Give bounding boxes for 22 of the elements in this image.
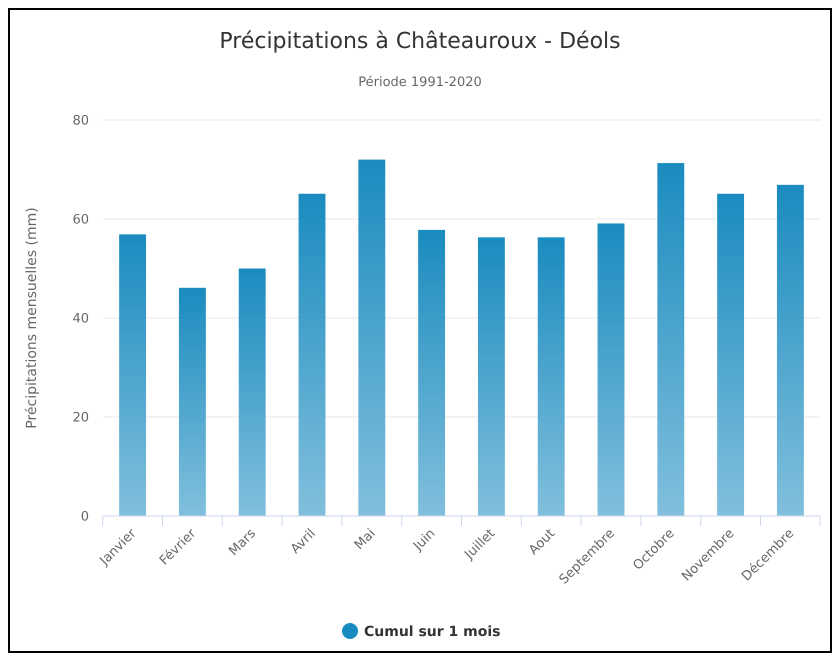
y-tick-label: 40 — [72, 312, 89, 327]
bar — [776, 184, 804, 516]
bar — [238, 268, 266, 516]
y-tick-label: 0 — [80, 510, 89, 525]
bar — [119, 234, 146, 516]
bar — [178, 288, 206, 516]
bar — [478, 237, 505, 516]
bar — [657, 163, 684, 516]
y-tick-label: 80 — [72, 114, 89, 129]
y-tick-label: 20 — [72, 410, 89, 426]
y-tick-label: 60 — [72, 212, 89, 228]
chart-subtitle: Période 1991-2020 — [358, 75, 482, 90]
bar — [598, 223, 624, 516]
bar — [418, 230, 446, 516]
legend-label: Cumul sur 1 mois — [364, 624, 500, 640]
bar — [717, 194, 744, 516]
bar — [358, 160, 386, 516]
x-tick-label: Mai — [352, 526, 379, 553]
bar — [538, 237, 565, 516]
bar — [298, 194, 326, 516]
y-axis-title: Précipitations mensuelles (mm) — [24, 207, 40, 429]
chart-title: Précipitations à Châteauroux - Déols — [219, 29, 621, 54]
